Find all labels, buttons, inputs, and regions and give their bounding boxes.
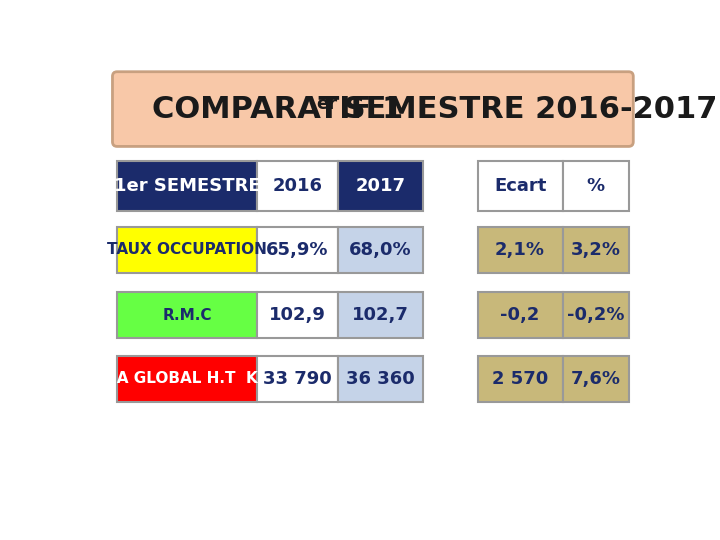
- Bar: [563, 356, 629, 402]
- Text: 102,9: 102,9: [269, 306, 325, 324]
- Text: 7,6%: 7,6%: [571, 370, 621, 388]
- Bar: [338, 292, 423, 338]
- Bar: [256, 161, 338, 211]
- Text: 102,7: 102,7: [352, 306, 409, 324]
- Text: 2017: 2017: [356, 177, 405, 195]
- Bar: [117, 226, 256, 273]
- Bar: [477, 161, 563, 211]
- Bar: [563, 226, 629, 273]
- Text: Ecart: Ecart: [494, 177, 546, 195]
- Text: C.A GLOBAL H.T  K.€: C.A GLOBAL H.T K.€: [100, 372, 274, 387]
- Bar: [256, 356, 338, 402]
- FancyBboxPatch shape: [112, 72, 634, 146]
- Bar: [338, 356, 423, 402]
- Text: COMPARATIF 1: COMPARATIF 1: [152, 94, 403, 124]
- Text: %: %: [587, 177, 605, 195]
- Text: R.M.C: R.M.C: [162, 308, 212, 322]
- Bar: [563, 161, 629, 211]
- Text: 2 570: 2 570: [492, 370, 548, 388]
- Text: SEMESTRE 2016-2017: SEMESTRE 2016-2017: [333, 94, 717, 124]
- Text: er: er: [317, 94, 338, 113]
- Bar: [477, 356, 563, 402]
- Text: 36 360: 36 360: [346, 370, 415, 388]
- Bar: [256, 292, 338, 338]
- Text: 65,9%: 65,9%: [266, 241, 328, 259]
- Bar: [117, 292, 256, 338]
- Bar: [338, 226, 423, 273]
- Text: 2,1%: 2,1%: [495, 241, 545, 259]
- Text: 3,2%: 3,2%: [571, 241, 621, 259]
- Text: TAUX OCCUPATION: TAUX OCCUPATION: [107, 242, 267, 257]
- Text: 68,0%: 68,0%: [349, 241, 412, 259]
- Text: -0,2: -0,2: [500, 306, 540, 324]
- Bar: [477, 292, 563, 338]
- Text: 1er SEMESTRE: 1er SEMESTRE: [114, 177, 260, 195]
- Bar: [117, 161, 256, 211]
- Bar: [117, 356, 256, 402]
- Bar: [563, 292, 629, 338]
- Text: 33 790: 33 790: [263, 370, 332, 388]
- Bar: [477, 226, 563, 273]
- Text: 2016: 2016: [272, 177, 323, 195]
- Bar: [338, 161, 423, 211]
- Text: -0,2%: -0,2%: [567, 306, 624, 324]
- Bar: [256, 226, 338, 273]
